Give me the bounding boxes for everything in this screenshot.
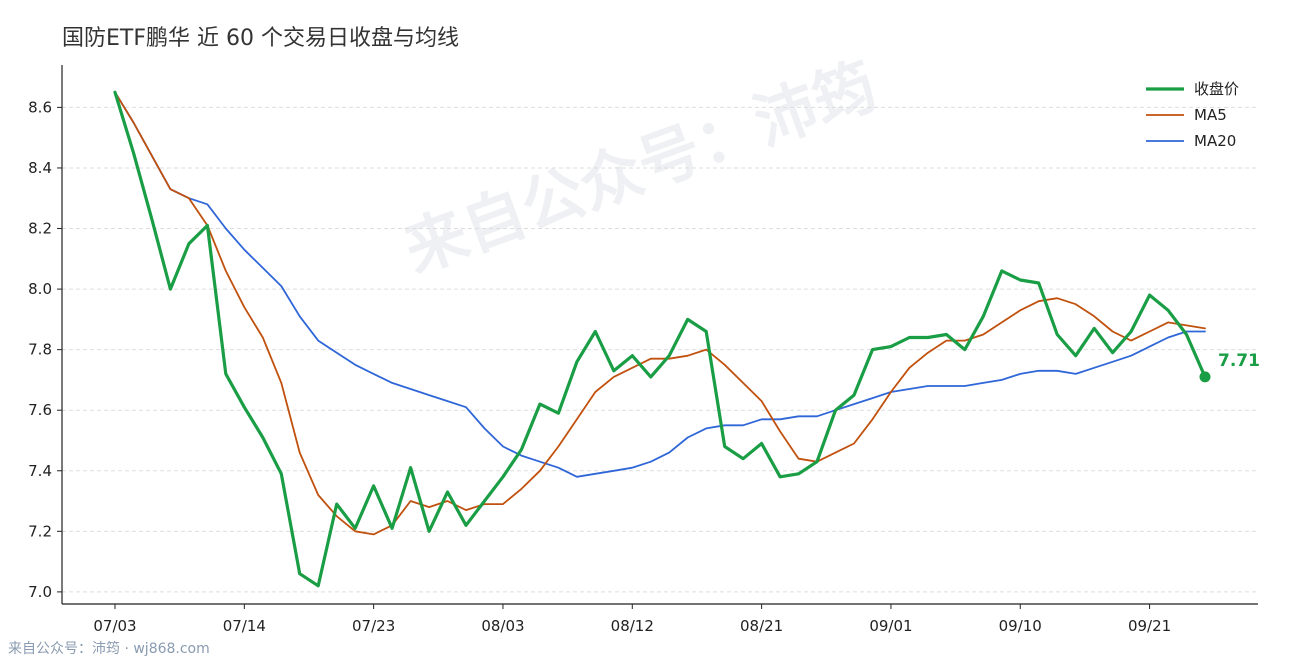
y-tick-label: 8.0 (28, 280, 52, 298)
y-tick-label: 7.2 (28, 522, 52, 540)
x-tick-label: 07/14 (223, 617, 266, 635)
grid-lines (62, 106, 1258, 593)
y-tick-label: 8.4 (28, 159, 52, 177)
x-tick-label: 08/21 (740, 617, 783, 635)
series-line-ma5 (114, 91, 1206, 536)
series-line-ma20 (114, 91, 1206, 478)
x-tick-label: 09/10 (999, 617, 1042, 635)
last-close-label: 7.71 (1218, 351, 1260, 371)
chart-title: 国防ETF鹏华 近 60 个交易日收盘与均线 (62, 26, 459, 51)
legend-label-ma5: MA5 (1194, 106, 1227, 124)
legend-label-close: 收盘价 (1194, 80, 1239, 98)
axes: 7.0 7.2 7.4 7.6 7.8 8.0 8.2 8.4 8.6 07/03 07/14 07/… (28, 65, 1258, 635)
series-lines: 7.71 (113, 90, 1260, 588)
footer-source: 来自公众号：沛筠 · wj868.com (8, 641, 210, 657)
y-tick-label: 7.6 (28, 401, 52, 419)
x-tick-label: 09/21 (1128, 617, 1171, 635)
x-tick-label: 08/12 (611, 617, 654, 635)
y-tick-label: 8.6 (28, 98, 52, 116)
last-close-marker (1199, 371, 1211, 383)
y-tick-label: 7.0 (28, 583, 52, 601)
legend-label-ma20: MA20 (1194, 132, 1236, 150)
y-tick-label: 7.4 (28, 462, 52, 480)
y-tick-label: 8.2 (28, 220, 52, 238)
x-tick-label: 08/03 (481, 617, 524, 635)
y-tick-label: 7.8 (28, 341, 52, 359)
x-tick-label: 09/01 (869, 617, 912, 635)
series-line-close (113, 90, 1207, 588)
legend: 收盘价 MA5 MA20 (1146, 80, 1239, 150)
x-tick-label: 07/23 (352, 617, 395, 635)
x-tick-label: 07/03 (93, 617, 136, 635)
